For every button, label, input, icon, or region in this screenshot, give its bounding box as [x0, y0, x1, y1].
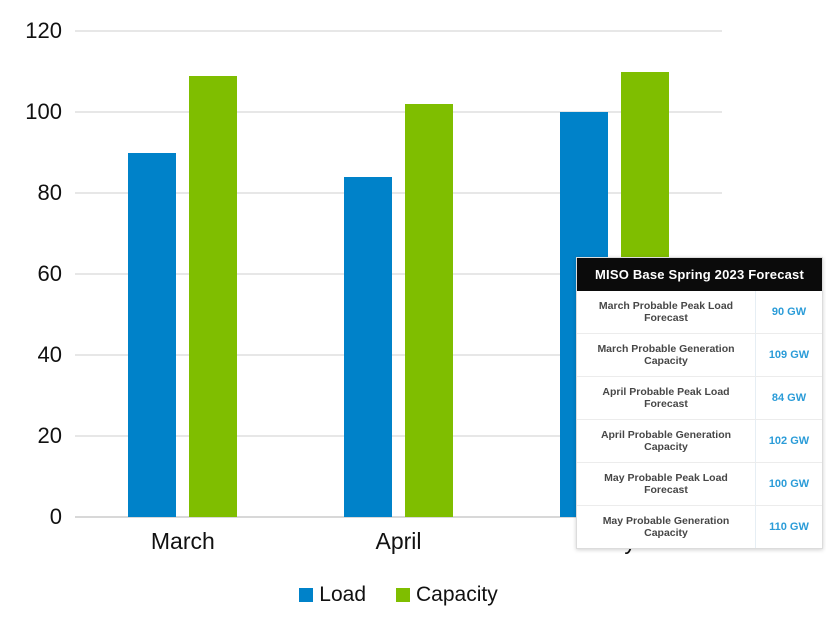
x-axis-line [75, 516, 722, 518]
table-row-value: 90 GW [755, 291, 822, 333]
table-row: May Probable Peak Load Forecast 100 GW [577, 462, 822, 505]
bars [75, 31, 722, 517]
table-row-value: 84 GW [755, 377, 822, 419]
table-row-label: May Probable Generation Capacity [602, 515, 730, 539]
table-row: March Probable Generation Capacity 109 GW [577, 333, 822, 376]
bar-capacity-april [405, 103, 453, 517]
bar-group-april [291, 31, 507, 517]
x-tick-label-march: March [150, 528, 215, 554]
table-row-label: May Probable Peak Load Forecast [604, 472, 728, 496]
table-row-label: March Probable Generation Capacity [597, 343, 735, 367]
table-row-value: 110 GW [755, 506, 822, 548]
table-row: May Probable Generation Capacity 110 GW [577, 505, 822, 548]
table-row-label: April Probable Generation Capacity [600, 429, 732, 453]
bar-group-march [75, 31, 291, 517]
gridline [75, 354, 722, 357]
table-row-label: April Probable Peak Load Forecast [602, 386, 730, 410]
table-row-value: 109 GW [755, 334, 822, 376]
y-tick-label-60: 60 [37, 261, 62, 286]
bar-load-march [128, 152, 177, 517]
gridline [75, 30, 722, 32]
legend: Load Capacity [75, 583, 722, 607]
legend-label-load: Load [319, 583, 366, 606]
gridline [75, 273, 722, 275]
bar-load-april [344, 176, 392, 517]
table-row-label: March Probable Peak Load Forecast [598, 300, 734, 324]
table-row: April Probable Generation Capacity 102 GW [577, 419, 822, 462]
legend-swatch-capacity [396, 588, 410, 602]
table-row-value: 100 GW [755, 463, 822, 505]
y-tick-label-20: 20 [37, 423, 62, 449]
y-tick-label-0: 0 [49, 504, 62, 529]
legend-item-load: Load [299, 583, 366, 607]
forecast-table: MISO Base Spring 2023 Forecast March Pro… [576, 257, 823, 549]
y-tick-label-80: 80 [37, 180, 62, 206]
table-title: MISO Base Spring 2023 Forecast [577, 258, 822, 291]
gridlines [75, 30, 722, 518]
legend-swatch-load [299, 588, 314, 602]
table-row: April Probable Peak Load Forecast 84 GW [577, 376, 822, 419]
y-tick-label-120: 120 [25, 18, 62, 43]
plot-area [75, 30, 722, 518]
x-tick-label-april: April [375, 528, 422, 554]
y-tick-label-100: 100 [25, 99, 62, 124]
legend-item-capacity: Capacity [396, 583, 498, 607]
y-axis: 0 20 40 60 80 100 120 [0, 20, 62, 528]
gridline [75, 111, 722, 113]
table-row-value: 102 GW [755, 420, 822, 462]
table-body: March Probable Peak Load Forecast 90 GW Ma… [577, 291, 822, 548]
gridline [75, 435, 722, 438]
table-row: March Probable Peak Load Forecast 90 GW [577, 291, 822, 333]
bar-capacity-march [189, 75, 238, 517]
legend-label-capacity: Capacity [416, 583, 498, 606]
y-tick-label-40: 40 [37, 342, 62, 368]
gridline [75, 192, 722, 195]
